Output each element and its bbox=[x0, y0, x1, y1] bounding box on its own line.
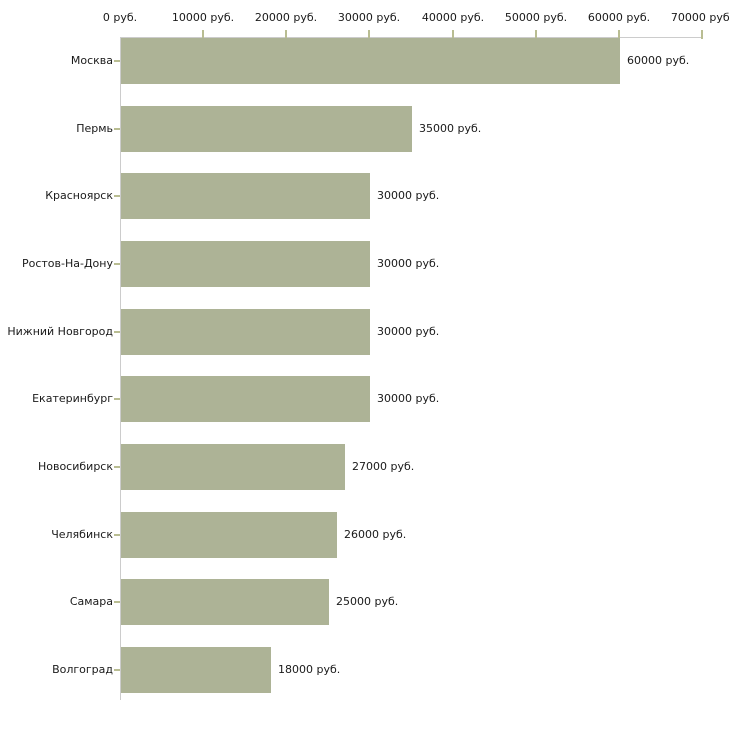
bar bbox=[121, 376, 370, 422]
x-axis-line bbox=[120, 37, 703, 38]
x-axis-tick-label: 50000 руб. bbox=[504, 11, 568, 24]
y-axis-tick bbox=[114, 195, 120, 197]
y-axis-tick bbox=[114, 263, 120, 265]
category-label: Челябинск bbox=[51, 528, 113, 541]
bar bbox=[121, 241, 370, 287]
x-axis-tick-label: 60000 руб. bbox=[587, 11, 651, 24]
x-axis-tick bbox=[701, 30, 703, 39]
bar bbox=[121, 309, 370, 355]
bar-value-label: 30000 руб. bbox=[377, 189, 440, 202]
y-axis-tick bbox=[114, 669, 120, 671]
y-axis-tick bbox=[114, 398, 120, 400]
bar bbox=[121, 444, 345, 490]
bar-value-label: 30000 руб. bbox=[377, 392, 440, 405]
category-label: Красноярск bbox=[45, 189, 113, 202]
y-axis-tick bbox=[114, 601, 120, 603]
x-axis-tick-label: 20000 руб. bbox=[254, 11, 318, 24]
bar bbox=[121, 512, 337, 558]
x-axis-tick-label: 70000 руб. bbox=[670, 11, 730, 24]
y-axis-tick bbox=[114, 466, 120, 468]
bar bbox=[121, 173, 370, 219]
category-label: Новосибирск bbox=[37, 460, 113, 473]
bar-value-label: 30000 руб. bbox=[377, 325, 440, 338]
x-axis-tick bbox=[368, 30, 370, 39]
x-axis-tick bbox=[452, 30, 454, 39]
category-label: Ростов-На-Дону bbox=[21, 257, 113, 270]
x-axis-tick bbox=[202, 30, 204, 39]
category-label: Нижний Новгород bbox=[7, 325, 113, 338]
x-axis-tick-label: 10000 руб. bbox=[171, 11, 235, 24]
y-axis-line bbox=[120, 37, 121, 700]
x-axis-tick bbox=[285, 30, 287, 39]
y-axis-tick bbox=[114, 128, 120, 130]
bar-value-label: 30000 руб. bbox=[377, 257, 440, 270]
category-label: Екатеринбург bbox=[32, 392, 113, 405]
x-axis-tick-label: 30000 руб. bbox=[337, 11, 401, 24]
bar-value-label: 60000 руб. bbox=[627, 54, 690, 67]
category-label: Москва bbox=[70, 54, 113, 67]
x-axis-tick-label: 0 руб. bbox=[102, 11, 138, 24]
x-axis-tick-label: 40000 руб. bbox=[421, 11, 485, 24]
category-label: Самара bbox=[69, 595, 113, 608]
bar bbox=[121, 38, 620, 84]
x-axis-tick bbox=[618, 30, 620, 39]
category-label: Волгоград bbox=[52, 663, 113, 676]
bar-value-label: 35000 руб. bbox=[419, 122, 482, 135]
bar-value-label: 25000 руб. bbox=[336, 595, 399, 608]
bar bbox=[121, 647, 271, 693]
bar bbox=[121, 579, 329, 625]
bar-value-label: 27000 руб. bbox=[352, 460, 415, 473]
bar bbox=[121, 106, 412, 152]
y-axis-tick bbox=[114, 534, 120, 536]
x-axis-tick bbox=[535, 30, 537, 39]
bar-value-label: 18000 руб. bbox=[278, 663, 341, 676]
y-axis-tick bbox=[114, 60, 120, 62]
category-label: Пермь bbox=[76, 122, 113, 135]
bar-value-label: 26000 руб. bbox=[344, 528, 407, 541]
y-axis-tick bbox=[114, 331, 120, 333]
